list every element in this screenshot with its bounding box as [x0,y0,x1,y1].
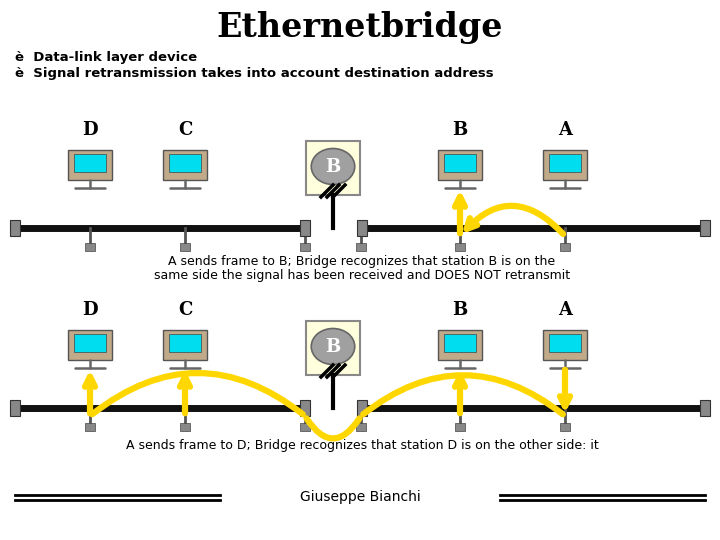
Bar [700,220,710,236]
Bar [444,154,476,172]
Text: C: C [178,121,192,139]
Bar [68,330,112,360]
Bar [356,423,366,431]
Text: B: B [325,338,341,355]
Ellipse shape [311,328,355,364]
Text: D: D [82,121,98,139]
Bar [180,243,190,251]
Bar [300,400,310,416]
Text: B: B [452,301,467,319]
Bar [169,334,201,352]
Bar [357,400,367,416]
Bar [163,150,207,180]
Bar [543,150,588,180]
Bar [438,330,482,360]
Text: C: C [178,301,192,319]
Bar [74,154,106,172]
Bar [300,243,310,251]
Bar [356,243,366,251]
Bar [10,220,20,236]
Bar [455,243,465,251]
Text: same side the signal has been received and DOES NOT retransmit: same side the signal has been received a… [154,269,570,282]
Bar [549,334,581,352]
Text: è  Data-link layer device: è Data-link layer device [15,51,197,64]
Text: A: A [558,121,572,139]
Bar [455,423,465,431]
Bar [357,220,367,236]
Bar [560,243,570,251]
Bar [700,400,710,416]
Text: Giuseppe Bianchi: Giuseppe Bianchi [300,490,420,504]
Text: A sends frame to D; Bridge recognizes that station D is on the other side: it: A sends frame to D; Bridge recognizes th… [125,438,598,451]
Text: Ethernetbridge: Ethernetbridge [217,11,503,44]
Text: B: B [452,121,467,139]
Text: B: B [325,158,341,176]
Bar [306,321,360,375]
Bar [85,243,95,251]
Bar [10,400,20,416]
Ellipse shape [311,148,355,185]
Text: A sends frame to B; Bridge recognizes that station B is on the: A sends frame to B; Bridge recognizes th… [168,255,556,268]
Text: A: A [558,301,572,319]
Bar [68,150,112,180]
Bar [300,220,310,236]
Bar [438,150,482,180]
Bar [163,330,207,360]
Bar [549,154,581,172]
Bar [85,423,95,431]
Bar [74,334,106,352]
Bar [560,423,570,431]
Bar [180,423,190,431]
Text: è  Signal retransmission takes into account destination address: è Signal retransmission takes into accou… [15,68,494,80]
Bar [306,141,360,195]
Bar [543,330,588,360]
Bar [300,423,310,431]
Bar [169,154,201,172]
Text: D: D [82,301,98,319]
Bar [444,334,476,352]
